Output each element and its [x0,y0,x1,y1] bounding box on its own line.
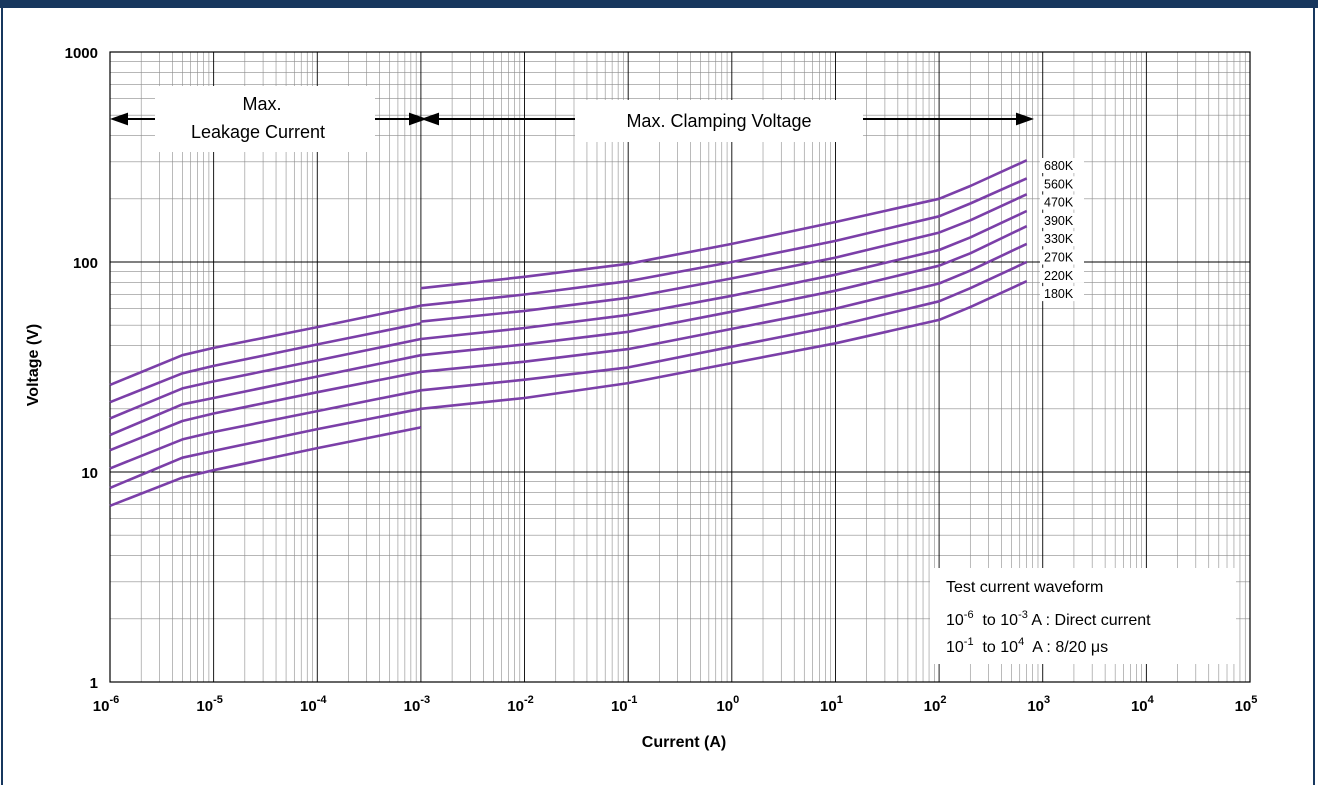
x-tick-label: 101 [820,694,843,715]
series-line-clamping-680K [420,159,1028,290]
series-line-leakage-390K [109,353,422,437]
series-label-180K: 180K [1044,287,1074,301]
series-line-leakage-680K [109,304,422,387]
series-line-clamping-220K [420,260,1028,392]
top-accent-bar [0,0,1318,8]
series-label-560K: 560K [1044,177,1074,191]
series-label-270K: 270K [1044,251,1074,265]
chart-frame [1,8,1315,785]
series-label-bg [1040,231,1084,247]
x-axis-ticks: 10-6 10-5 10-4 10-3 10-2 10-1 100 101 102 103 104 1… [93,694,1258,715]
series-label-bg [1040,212,1084,228]
y-tick-label: 1 [90,675,98,692]
series-label-390K: 390K [1044,214,1074,228]
x-tick-label: 104 [1131,694,1155,715]
x-tick-label: 105 [1235,694,1258,715]
series-label-bg [1040,286,1084,302]
series-line-leakage-180K [109,426,422,508]
series-line-clamping-470K [420,193,1028,323]
x-tick-label: 103 [1027,694,1050,715]
x-tick-label: 10-1 [611,694,637,715]
series-label-330K: 330K [1044,232,1074,246]
y-axis-title: Voltage (V) [25,324,42,406]
x-tick-label: 10-3 [404,694,430,715]
series-line-leakage-330K [109,370,422,452]
x-tick-label: 10-2 [507,694,533,715]
series-label-bg [1040,176,1084,192]
waveform-note-box [930,568,1236,664]
series-label-bg [1040,194,1084,210]
series-layer: 680K 560K 470K 390K 330K 270K 220K 180K [109,158,1084,508]
x-tick-label: 10-5 [196,694,222,715]
x-tick-label: 10-6 [93,694,119,715]
series-line-clamping-180K [420,280,1028,411]
waveform-note-dc: 10-6 to 10-3 A : Direct current [946,609,1151,629]
y-tick-label: 100 [73,255,98,272]
plot-area-border [109,51,1251,683]
series-labels: 680K 560K 470K 390K 330K 270K 220K 180K [1040,158,1084,302]
series-line-leakage-220K [109,407,422,490]
y-axis-ticks: 1 10 100 1000 [65,45,98,692]
waveform-note-pulse: 10-1 to 104 A : 8/20 μs [946,636,1108,656]
series-label-680K: 680K [1044,159,1074,173]
series-line-clamping-390K [420,209,1028,341]
leakage-range-arrow [110,112,427,126]
series-line-clamping-270K [420,242,1028,374]
series-line-leakage-470K [109,337,422,420]
clamping-range-arrow [421,112,1034,126]
clamping-label-box [575,100,863,142]
series-label-bg [1040,267,1084,283]
x-axis-title: Current (A) [642,734,726,751]
series-line-clamping-560K [420,177,1028,307]
waveform-note-title: Test current waveform [946,579,1103,596]
annotations: Max. Leakage Current Max. Clamping Volta… [110,86,1236,664]
series-label-bg [1040,249,1084,265]
x-tick-label: 10-4 [300,694,327,715]
series-label-470K: 470K [1044,196,1074,210]
x-tick-label: 102 [924,694,947,715]
clamping-label: Max. Clamping Voltage [626,111,811,131]
leakage-label-line2: Leakage Current [191,122,325,142]
series-label-bg [1040,158,1084,173]
series-line-leakage-560K [109,322,422,404]
series-line-leakage-270K [109,389,422,470]
leakage-label-line1: Max. [242,94,281,114]
series-label-220K: 220K [1044,269,1074,283]
x-tick-label: 100 [716,694,739,715]
y-tick-label: 1000 [65,45,98,62]
series-line-clamping-330K [420,225,1028,357]
y-tick-label: 10 [81,465,98,482]
leakage-label-box [155,86,375,152]
